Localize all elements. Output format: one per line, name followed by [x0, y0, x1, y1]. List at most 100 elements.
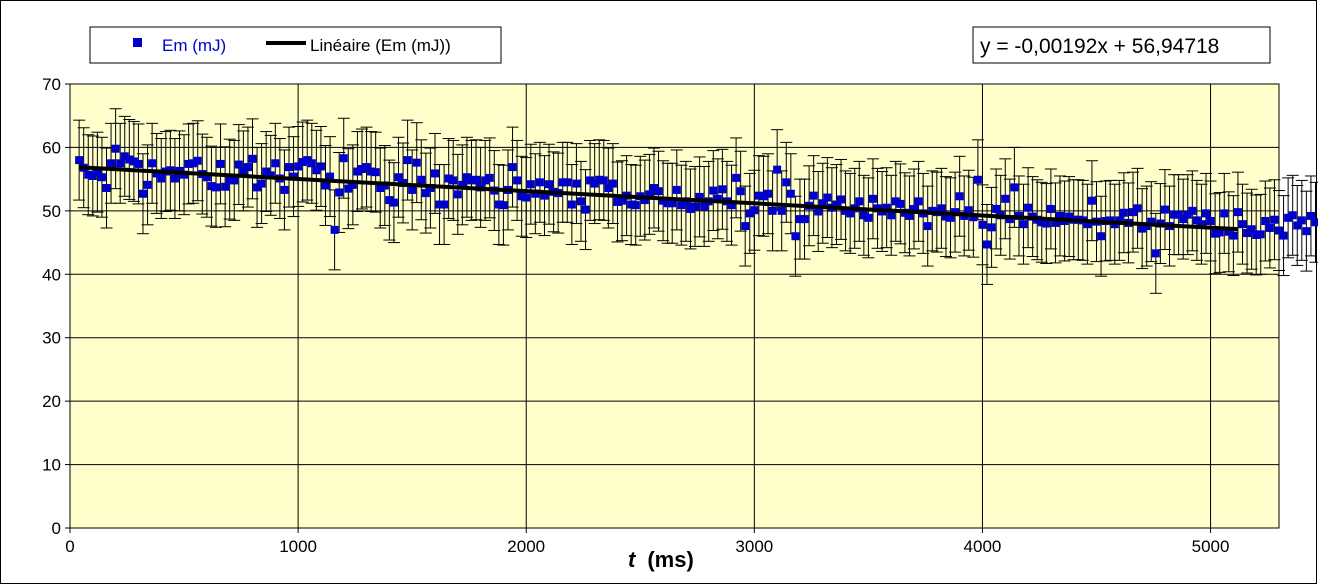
data-point: [326, 172, 335, 181]
data-point: [978, 220, 987, 229]
data-point: [973, 175, 982, 184]
data-point: [795, 215, 804, 224]
data-point: [421, 189, 430, 198]
data-point: [143, 180, 152, 189]
data-point: [1211, 229, 1220, 238]
tick-label-x: 3000: [735, 537, 773, 556]
data-point: [1192, 216, 1201, 225]
data-point: [526, 180, 535, 189]
data-point: [531, 189, 540, 198]
data-point: [1010, 183, 1019, 192]
trendline-equation: y = -0,00192x + 56,94718: [980, 35, 1219, 58]
data-point: [992, 204, 1001, 213]
data-point: [914, 197, 923, 206]
tick-label-y: 10: [42, 456, 61, 475]
data-point: [303, 156, 312, 165]
data-point: [1129, 208, 1138, 217]
data-point: [522, 193, 531, 202]
data-point: [777, 206, 786, 215]
equation-frame: [972, 26, 1271, 64]
data-point: [266, 171, 275, 180]
data-point: [116, 159, 125, 168]
x-axis-variable: t: [628, 547, 637, 572]
data-point: [485, 173, 494, 182]
data-point: [458, 180, 467, 189]
data-point: [481, 176, 490, 185]
data-point: [941, 212, 950, 221]
data-point: [563, 178, 572, 187]
x-axis-unit: (ms): [647, 547, 693, 572]
data-point: [1160, 205, 1169, 214]
data-point: [262, 167, 271, 176]
data-point: [216, 159, 225, 168]
data-point: [449, 176, 458, 185]
data-point: [1311, 218, 1318, 227]
data-point: [467, 176, 476, 185]
data-point: [1270, 215, 1279, 224]
data-point: [695, 192, 704, 201]
data-point: [745, 209, 754, 218]
data-point: [750, 206, 759, 215]
legend: Em (mJ) Linéaire (Em (mJ)): [89, 26, 502, 64]
data-point: [663, 199, 672, 208]
data-point: [859, 211, 868, 220]
data-point: [837, 195, 846, 204]
data-point: [732, 173, 741, 182]
data-point: [1133, 204, 1142, 213]
data-point: [618, 196, 627, 205]
data-point: [1288, 211, 1297, 220]
data-point: [983, 240, 992, 249]
data-point: [640, 196, 649, 205]
data-point: [764, 189, 773, 198]
trendline: [79, 165, 1239, 232]
legend-label-trend: Linéaire (Em (mJ)): [310, 36, 451, 55]
data-point: [157, 174, 166, 183]
data-point: [1024, 203, 1033, 212]
data-point: [535, 178, 544, 187]
data-point: [1065, 212, 1074, 221]
data-point: [1256, 230, 1265, 239]
data-point: [1151, 249, 1160, 258]
data-point: [435, 200, 444, 209]
data-point: [394, 173, 403, 182]
data-point: [1197, 220, 1206, 229]
data-point: [1229, 231, 1238, 240]
data-point: [367, 167, 376, 176]
tick-label-x: 4000: [964, 537, 1002, 556]
data-point: [1261, 217, 1270, 226]
data-point: [923, 222, 932, 231]
data-point: [129, 157, 138, 166]
data-point: [389, 198, 398, 207]
data-point: [284, 163, 293, 172]
data-point: [335, 188, 344, 197]
data-point: [1284, 213, 1293, 222]
data-point: [1297, 216, 1306, 225]
data-point: [727, 201, 736, 210]
data-point: [517, 192, 526, 201]
data-point: [84, 170, 93, 179]
tick-label-y: 60: [42, 138, 61, 157]
data-point: [1302, 227, 1311, 236]
axes: 0 10 20 30 40 50 60 70 0 1000 2000 3000 4000 5000: [42, 75, 1279, 556]
data-point: [120, 152, 129, 161]
data-point: [841, 206, 850, 215]
data-point: [809, 191, 818, 200]
data-point: [494, 200, 503, 209]
data-point: [590, 179, 599, 188]
data-point: [97, 173, 106, 182]
data-point: [248, 154, 257, 163]
data-point: [321, 181, 330, 190]
data-point: [189, 159, 198, 168]
tick-label-y: 20: [42, 392, 61, 411]
tick-label-y: 30: [42, 329, 61, 348]
data-point: [586, 176, 595, 185]
data-point: [211, 183, 220, 192]
data-point: [627, 200, 636, 209]
data-point: [1051, 218, 1060, 227]
data-point: [672, 185, 681, 194]
tick-label-y: 0: [52, 519, 61, 538]
data-point: [1087, 196, 1096, 205]
data-point: [353, 167, 362, 176]
data-point: [1252, 230, 1261, 239]
